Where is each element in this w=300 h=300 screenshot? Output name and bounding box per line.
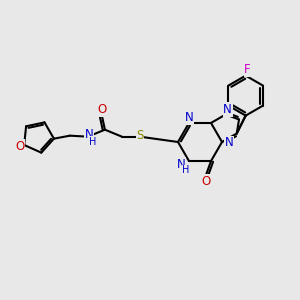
Text: O: O (16, 140, 25, 152)
Text: O: O (201, 175, 211, 188)
Text: H: H (182, 165, 190, 175)
Text: N: N (225, 136, 233, 149)
Text: H: H (89, 137, 97, 147)
Text: N: N (184, 111, 194, 124)
Text: S: S (136, 129, 144, 142)
Text: N: N (85, 128, 93, 141)
Text: N: N (177, 158, 185, 171)
Text: O: O (97, 103, 106, 116)
Text: N: N (223, 103, 232, 116)
Text: F: F (244, 63, 251, 76)
